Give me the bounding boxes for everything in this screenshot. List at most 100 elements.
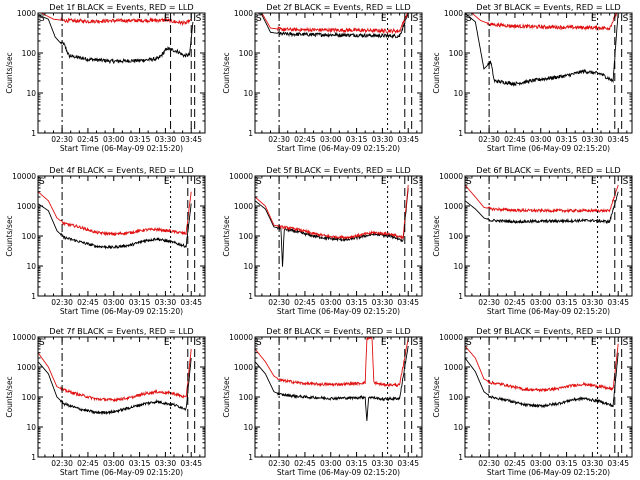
y-tick-label: 1 (248, 129, 253, 138)
x-tick-label: 03:45 (180, 135, 202, 144)
y-tick-label: 100 (449, 49, 464, 58)
x-tick-label: 03:15 (129, 135, 151, 144)
y-tick-label: 10 (453, 262, 463, 271)
y-tick-label: 100 (239, 49, 254, 58)
x-tick-label: 02:30 (51, 298, 73, 307)
y-tick-label: 10 (26, 262, 36, 271)
x-tick-label: 02:45 (294, 459, 316, 468)
y-axis-label: Counts/sec (5, 52, 14, 93)
y-tick-label: 1 (458, 292, 463, 301)
y-tick-label: 1 (248, 453, 253, 462)
y-tick-label: 1000 (234, 9, 253, 18)
x-tick-label: 03:30 (582, 459, 604, 468)
x-tick-label: 03:15 (556, 298, 578, 307)
y-axis-label: Counts/sec (5, 376, 14, 417)
y-tick-label: 1 (458, 129, 463, 138)
plot-frame (254, 12, 423, 134)
y-tick-label: 100 (239, 232, 254, 241)
y-tick-label: 100 (449, 232, 464, 241)
panel-title: Det 1f BLACK = Events, RED = LLD (49, 2, 193, 12)
y-tick-label: 10 (243, 262, 253, 271)
x-tick-label: 02:45 (504, 298, 526, 307)
plot-frame (464, 12, 633, 134)
series-lld-line (260, 13, 409, 35)
x-tick-label: 03:15 (129, 459, 151, 468)
y-tick-label: 10000 (229, 172, 253, 181)
x-tick-label: 03:00 (530, 135, 552, 144)
panel-title: Det 2f BLACK = Events, RED = LLD (266, 2, 410, 12)
y-tick-label: 10000 (229, 333, 253, 342)
panel-title: Det 3f BLACK = Events, RED = LLD (476, 2, 620, 12)
y-tick-label: 100 (449, 393, 464, 402)
x-tick-label: 03:45 (397, 135, 419, 144)
x-tick-label: 03:45 (180, 298, 202, 307)
y-tick-label: 10 (453, 89, 463, 98)
series-events-line (465, 352, 619, 409)
x-tick-label: 03:15 (346, 459, 368, 468)
x-axis-label: Start Time (06-May-09 02:15:20) (60, 468, 183, 477)
event-marker-label: S (256, 14, 262, 24)
x-tick-label: 02:45 (294, 135, 316, 144)
x-tick-label: 02:30 (51, 135, 73, 144)
x-tick-label: 02:30 (268, 298, 290, 307)
y-tick-label: 1000 (234, 363, 253, 372)
x-axis-label: Start Time (06-May-09 02:15:20) (487, 468, 610, 477)
x-tick-label: 03:30 (372, 298, 394, 307)
y-tick-label: 10000 (439, 172, 463, 181)
y-tick-label: 1000 (444, 202, 463, 211)
series-events-line (255, 187, 409, 267)
series-lld-line (255, 337, 409, 388)
plot-frame (37, 12, 206, 134)
x-axis-label: Start Time (06-May-09 02:15:20) (277, 144, 400, 153)
x-tick-label: 03:45 (397, 459, 419, 468)
x-tick-label: 02:30 (478, 135, 500, 144)
event-marker-label: S (466, 14, 472, 24)
y-tick-label: 1 (248, 292, 253, 301)
x-tick-label: 02:30 (268, 135, 290, 144)
panel-title: Det 7f BLACK = Events, RED = LLD (49, 326, 193, 336)
y-tick-label: 1000 (17, 202, 36, 211)
event-marker-label: S (413, 14, 419, 24)
y-tick-label: 100 (22, 393, 37, 402)
y-tick-label: 10 (243, 89, 253, 98)
series-events-line (255, 345, 409, 421)
x-tick-label: 03:00 (530, 459, 552, 468)
plot-frame (464, 175, 633, 297)
y-tick-label: 100 (22, 49, 37, 58)
x-axis-label: Start Time (06-May-09 02:15:20) (487, 144, 610, 153)
event-marker-label: S (623, 14, 629, 24)
x-tick-label: 03:30 (155, 459, 177, 468)
x-tick-label: 03:00 (103, 459, 125, 468)
x-axis-label: Start Time (06-May-09 02:15:20) (277, 468, 400, 477)
series-events-line (38, 14, 194, 65)
event-marker-label: E (381, 338, 387, 348)
y-axis-label: Counts/sec (432, 376, 441, 417)
y-tick-label: 1000 (17, 363, 36, 372)
x-tick-label: 02:30 (268, 459, 290, 468)
x-tick-label: 02:30 (478, 298, 500, 307)
x-axis-label: Start Time (06-May-09 02:15:20) (60, 144, 183, 153)
y-tick-label: 100 (22, 232, 37, 241)
series-lld-line (40, 13, 192, 27)
x-tick-label: 03:00 (103, 135, 125, 144)
y-axis-label: Counts/sec (5, 215, 14, 256)
series-lld-line (470, 13, 618, 32)
x-axis-label: Start Time (06-May-09 02:15:20) (277, 307, 400, 316)
event-marker-label: E (164, 338, 170, 348)
x-tick-label: 03:45 (397, 298, 419, 307)
series-events-line (38, 357, 192, 416)
series-lld-line (38, 348, 192, 403)
x-tick-label: 02:45 (504, 459, 526, 468)
x-tick-label: 03:45 (180, 459, 202, 468)
y-tick-label: 100 (239, 393, 254, 402)
x-axis-label: Start Time (06-May-09 02:15:20) (60, 307, 183, 316)
event-marker-label: S (39, 338, 45, 348)
event-marker-label: E (591, 338, 597, 348)
y-axis-label: Counts/sec (222, 376, 231, 417)
